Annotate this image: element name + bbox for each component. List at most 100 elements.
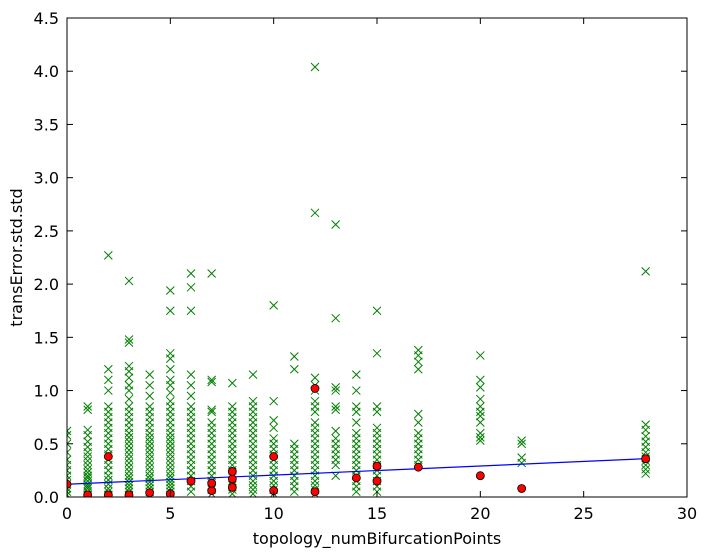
x-marker (83, 468, 93, 477)
x-marker (83, 437, 93, 447)
circle-marker (227, 474, 237, 484)
x-marker (124, 445, 134, 455)
x-marker (413, 364, 423, 374)
x-tick-label: 30 (677, 504, 697, 523)
circle-marker (351, 473, 361, 483)
y-tick-label: 4.5 (34, 9, 59, 28)
x-marker (83, 460, 93, 470)
circle-marker (103, 452, 113, 461)
x-marker (145, 391, 155, 401)
x-marker (186, 380, 196, 390)
x-marker (165, 474, 175, 484)
x-marker (165, 375, 175, 385)
x-marker (310, 373, 320, 383)
y-tick-label: 1.0 (34, 382, 59, 401)
x-marker (641, 469, 651, 478)
x-marker (186, 269, 196, 278)
x-marker (475, 402, 485, 411)
x-marker (124, 450, 134, 459)
x-marker (124, 480, 134, 490)
fit-line (67, 458, 646, 485)
x-marker (475, 411, 485, 421)
x-marker (83, 452, 93, 461)
circle-marker (103, 490, 113, 497)
x-marker (124, 458, 134, 468)
x-marker (269, 301, 279, 310)
x-marker (67, 490, 72, 497)
x-marker (145, 433, 155, 442)
x-marker (227, 378, 237, 388)
x-marker (145, 458, 155, 468)
x-marker (124, 477, 134, 487)
x-marker (124, 437, 134, 447)
x-marker (269, 416, 279, 425)
x-marker (124, 433, 134, 442)
circle-marker (207, 486, 217, 496)
x-marker (207, 377, 217, 387)
x-marker (145, 471, 155, 481)
x-marker (165, 471, 175, 481)
series-layer (67, 62, 651, 497)
circle-marker (145, 488, 155, 497)
x-marker (475, 383, 485, 392)
y-tick-label: 0.0 (34, 488, 59, 507)
y-tick-label: 2.5 (34, 222, 59, 241)
x-marker (413, 357, 423, 367)
x-marker (67, 487, 72, 497)
x-marker (289, 364, 299, 374)
y-tick-label: 0.5 (34, 435, 59, 454)
circle-marker (310, 487, 320, 497)
circle-marker (475, 471, 485, 481)
x-marker (165, 433, 175, 442)
x-marker (269, 396, 279, 406)
x-marker (124, 338, 134, 348)
x-marker (372, 423, 382, 433)
y-tick-label: 1.5 (34, 328, 59, 347)
x-marker (145, 454, 155, 464)
circle-marker (67, 479, 72, 489)
x-marker (165, 467, 175, 476)
x-marker (207, 418, 217, 427)
sample-points (67, 62, 651, 497)
ticks-layer: 0 5 10 15 20 25 30 0.0 0.5 1.0 1.5 2.0 2.5 3.0 3.5 4.0 4… (34, 9, 698, 523)
circle-marker (83, 490, 93, 497)
y-tick-label: 3.5 (34, 115, 59, 134)
x-marker (145, 402, 155, 411)
x-marker (67, 430, 72, 440)
x-tick-label: 5 (165, 504, 175, 523)
x-marker (413, 409, 423, 419)
x-tick-label: 15 (367, 504, 387, 523)
x-marker (227, 402, 237, 411)
x-tick-label: 25 (573, 504, 593, 523)
x-marker (103, 375, 113, 385)
x-marker (83, 464, 93, 474)
y-axis-label: transError.std.std (7, 188, 26, 326)
x-marker (517, 453, 527, 462)
x-marker (413, 345, 423, 355)
x-marker (331, 313, 341, 323)
median-points (67, 384, 651, 497)
x-marker (165, 364, 175, 374)
x-marker (641, 464, 651, 474)
plot-frame (66, 17, 688, 498)
fit-line-segment (67, 458, 646, 485)
x-marker (248, 485, 258, 494)
x-marker (145, 441, 155, 451)
x-marker (413, 428, 423, 438)
x-marker (372, 348, 382, 358)
x-marker (331, 426, 341, 436)
x-marker (413, 418, 423, 427)
x-marker (351, 370, 361, 379)
x-marker (83, 484, 93, 493)
x-marker (67, 455, 72, 465)
x-tick-label: 20 (470, 504, 490, 523)
x-marker (475, 375, 485, 385)
x-marker (145, 462, 155, 472)
circle-marker (186, 476, 196, 486)
x-tick-label: 0 (62, 504, 72, 523)
x-marker (475, 351, 485, 360)
y-tick-label: 4.0 (34, 62, 59, 81)
x-marker (145, 450, 155, 459)
x-marker (83, 471, 93, 481)
x-marker (289, 352, 299, 361)
